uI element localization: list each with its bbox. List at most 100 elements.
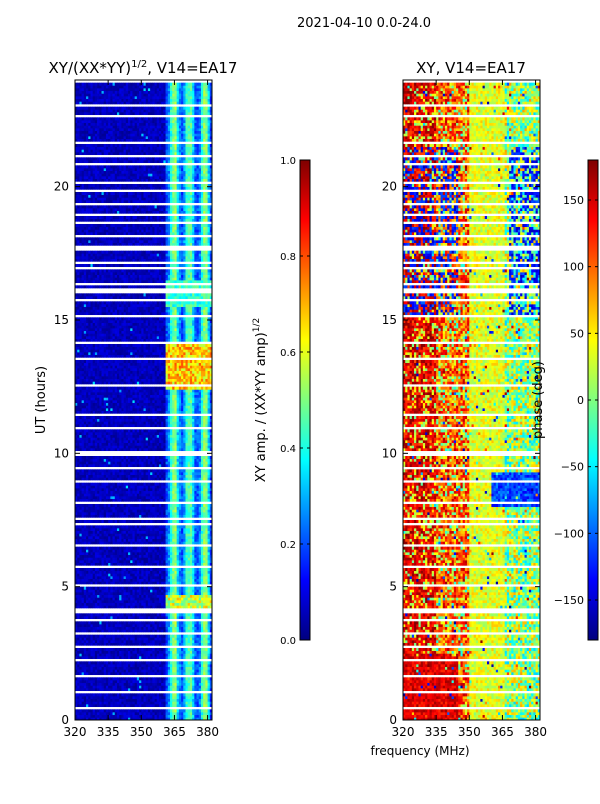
left-heatmap-cell xyxy=(163,573,166,577)
left-heatmap-cell xyxy=(205,709,208,713)
left-heatmap-cell xyxy=(94,653,98,657)
left-heatmap-cell xyxy=(121,688,124,692)
left-heatmap-cell xyxy=(165,688,169,692)
left-heatmap-cell xyxy=(103,570,107,574)
left-heatmap-cell xyxy=(185,482,189,486)
left-heatmap-cell xyxy=(81,600,85,604)
left-heatmap-cell xyxy=(152,498,155,502)
left-heatmap-cell xyxy=(112,696,116,700)
left-heatmap-cell xyxy=(165,613,169,617)
left-heatmap-cell xyxy=(150,669,153,673)
left-heatmap-cell xyxy=(136,664,140,668)
left-heatmap-cell xyxy=(123,605,127,609)
left-heatmap-cell xyxy=(114,546,118,550)
left-heatmap-cell xyxy=(156,560,160,564)
left-heatmap-cell xyxy=(101,576,105,580)
left-heatmap-cell xyxy=(103,474,107,478)
left-heatmap-cell xyxy=(116,712,120,716)
left-heatmap-cell xyxy=(103,568,107,572)
left-heatmap-cell xyxy=(205,474,208,478)
left-heatmap-cell xyxy=(176,496,180,500)
left-heatmap-cell xyxy=(110,477,113,481)
left-heatmap-cell xyxy=(163,714,166,718)
left-heatmap-cell xyxy=(125,469,129,473)
left-heatmap-cell xyxy=(94,634,98,638)
left-heatmap-cell xyxy=(167,557,171,561)
left-heatmap-cell xyxy=(125,562,129,566)
left-heatmap-cell xyxy=(114,616,118,620)
left-heatmap-cell xyxy=(119,637,122,641)
left-heatmap-cell xyxy=(158,482,162,486)
left-heatmap-cell xyxy=(192,629,195,633)
left-heatmap-cell xyxy=(132,573,136,577)
left-heatmap-cell xyxy=(101,629,105,633)
left-heatmap-cell xyxy=(112,637,116,641)
left-heatmap-cell xyxy=(209,562,212,566)
left-heatmap-cell xyxy=(192,685,195,689)
left-heatmap-cell xyxy=(189,461,193,465)
left-heatmap-cell xyxy=(108,493,111,497)
left-heatmap-cell xyxy=(187,616,191,620)
left-heatmap-cell xyxy=(163,552,166,556)
left-heatmap-cell xyxy=(101,592,105,596)
left-heatmap-cell xyxy=(99,626,102,630)
left-heatmap-cell xyxy=(99,464,102,468)
left-heatmap-cell xyxy=(125,693,129,697)
left-heatmap-cell xyxy=(158,640,162,644)
left-heatmap-cell xyxy=(209,530,212,534)
left-heatmap-cell xyxy=(176,509,180,513)
left-heatmap-cell xyxy=(128,621,131,625)
left-heatmap-cell xyxy=(163,642,166,646)
left-heatmap-cell xyxy=(128,586,131,590)
left-heatmap-cell xyxy=(77,472,80,476)
left-heatmap-cell xyxy=(158,514,162,518)
left-heatmap-cell xyxy=(152,552,155,556)
left-heatmap-cell xyxy=(154,637,158,641)
left-heatmap-cell xyxy=(119,656,122,660)
left-heatmap-cell xyxy=(163,506,166,510)
left-heatmap-cell xyxy=(125,488,129,492)
left-heatmap-cell xyxy=(181,461,184,465)
left-heatmap-cell xyxy=(123,626,127,630)
left-heatmap-cell xyxy=(81,477,85,481)
left-heatmap-cell xyxy=(130,528,133,532)
left-heatmap-cell xyxy=(198,536,202,540)
left-heatmap-cell xyxy=(163,680,166,684)
left-heatmap-cell xyxy=(79,669,82,673)
left-heatmap-cell xyxy=(99,589,102,593)
left-heatmap-cell xyxy=(92,557,96,561)
left-heatmap-cell xyxy=(207,589,211,593)
left-heatmap-cell xyxy=(112,712,116,716)
left-heatmap-cell xyxy=(121,712,124,716)
left-heatmap-cell xyxy=(181,701,184,705)
left-heatmap-cell xyxy=(121,613,124,617)
left-heatmap-cell xyxy=(181,490,184,494)
left-heatmap-cell xyxy=(99,549,102,553)
left-heatmap-cell xyxy=(94,717,98,720)
left-heatmap-cell xyxy=(181,634,184,638)
left-heatmap-cell xyxy=(207,554,211,558)
left-heatmap-cell xyxy=(150,474,153,478)
left-heatmap-cell xyxy=(152,578,155,582)
left-heatmap-cell xyxy=(94,648,98,652)
left-heatmap-cell xyxy=(187,530,191,534)
left-heatmap-cell xyxy=(83,469,87,473)
left-heatmap-cell xyxy=(90,605,94,609)
left-heatmap-cell xyxy=(198,570,202,574)
left-heatmap-cell xyxy=(101,472,105,476)
left-heatmap-cell xyxy=(77,458,80,462)
left-heatmap-cell xyxy=(145,549,149,553)
left-heatmap-cell xyxy=(192,464,195,468)
left-heatmap-cell xyxy=(101,477,105,481)
left-heatmap-cell xyxy=(158,672,162,676)
left-heatmap-cell xyxy=(158,634,162,638)
left-heatmap-cell xyxy=(77,498,80,502)
left-heatmap-cell xyxy=(145,586,149,590)
left-heatmap-cell xyxy=(116,488,120,492)
left-heatmap-cell xyxy=(156,514,160,518)
left-heatmap-cell xyxy=(165,698,169,702)
left-heatmap-cell xyxy=(77,605,80,609)
left-heatmap-cell xyxy=(178,669,182,673)
left-heatmap-cell xyxy=(103,557,107,561)
left-heatmap-cell xyxy=(139,712,142,716)
